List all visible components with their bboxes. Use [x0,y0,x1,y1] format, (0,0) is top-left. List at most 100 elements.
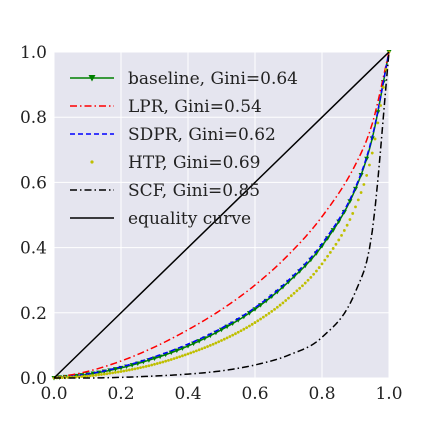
data-point [122,369,126,373]
data-point [289,294,293,298]
data-point [203,346,207,350]
data-point [328,251,332,254]
legend-label: HTP, Gini=0.69 [128,153,260,173]
x-tick-labels: 0.0 0.2 0.4 0.6 0.8 1.0 [40,384,402,404]
data-point [303,281,307,285]
data-point [152,356,157,361]
data-point [275,305,279,309]
legend-item: equality curve [70,209,251,229]
data-point [192,350,195,354]
data-point [264,313,268,317]
data-point [252,307,258,312]
legend-label: LPR, Gini=0.54 [128,97,262,117]
data-point [320,262,324,266]
legend: baseline, Gini=0.64 LPR, Gini=0.54 SDPR, G… [70,69,298,229]
data-point [111,371,115,375]
data-point [86,374,89,378]
series-4 [52,50,391,380]
data-point [100,373,103,376]
series-5 [54,51,390,379]
data-point [292,291,296,295]
data-point [234,332,237,336]
series-line [53,51,390,379]
legend-label: baseline, Gini=0.64 [128,69,298,89]
data-point [155,362,159,365]
legend-item: SCF, Gini=0.85 [70,181,260,201]
data-point [340,233,343,237]
data-point [353,186,358,192]
legend-label: SDPR, Gini=0.62 [128,125,276,145]
data-point [139,366,142,370]
data-point [125,369,128,372]
data-point [362,183,366,186]
data-point [119,370,123,373]
data-point [167,358,170,362]
legend-item: HTP, Gini=0.69 [90,153,260,173]
y-tick-labels: 0.0 0.2 0.4 0.6 0.8 1.0 [20,43,47,389]
data-point [200,347,204,351]
data-point [342,229,346,232]
data-point [153,362,156,366]
y-tick-label: 0.0 [20,369,47,389]
data-point [284,299,288,302]
legend-marker [88,75,96,82]
legend-label: equality curve [128,209,251,229]
data-point [222,337,226,341]
data-point [309,275,313,279]
data-point [127,368,131,372]
data-point [158,361,162,365]
data-point [317,266,321,269]
series-line [53,51,390,379]
data-point [80,375,84,378]
legend-item: LPR, Gini=0.54 [70,97,262,117]
data-point [248,324,251,328]
y-tick-label: 0.4 [20,239,47,259]
data-point [161,360,165,364]
y-tick-label: 1.0 [20,43,47,63]
data-point [278,303,282,307]
series-6 [53,51,390,379]
data-point [144,364,148,368]
data-point [356,198,360,202]
data-point [211,342,215,346]
data-point [178,355,182,359]
y-tick-label: 0.6 [20,173,47,193]
data-point [370,151,374,155]
data-point [323,258,327,262]
data-point [365,174,369,177]
x-tick-label: 0.0 [40,384,67,404]
data-point [253,321,257,324]
data-point [150,363,154,367]
data-point [181,354,184,358]
data-point [141,365,145,369]
data-point [94,373,98,377]
data-point [191,341,197,347]
legend-item: SDPR, Gini=0.62 [70,125,276,145]
data-point [379,104,383,107]
data-point [105,372,109,376]
grid-lines [53,51,390,379]
data-point [102,372,106,376]
data-point [334,242,338,246]
data-point [146,358,152,363]
y-tick-label: 0.8 [20,108,47,128]
data-point [186,352,190,356]
series-line [54,51,390,379]
data-point [197,348,201,352]
data-point [351,212,355,215]
data-point [108,371,112,375]
data-point [306,278,310,282]
data-point [236,330,240,334]
data-point [245,326,249,330]
data-point [231,333,235,337]
data-point [298,286,302,290]
data-point [130,368,134,371]
data-point [301,284,304,288]
data-point [83,374,87,378]
data-point [97,373,101,377]
data-point [225,336,229,340]
data-point [217,340,221,344]
data-point [208,344,212,347]
data-point [359,191,363,194]
legend-swatch [90,160,94,164]
